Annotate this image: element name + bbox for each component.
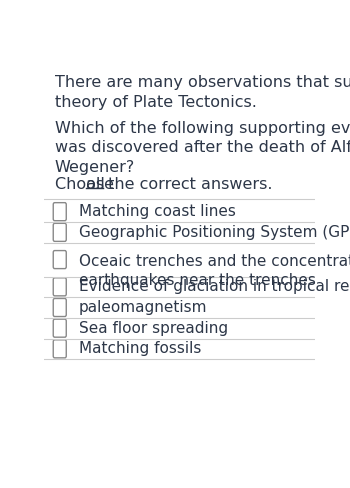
Text: Matching fossils: Matching fossils xyxy=(79,341,201,356)
Text: There are many observations that support the
theory of Plate Tectonics.: There are many observations that support… xyxy=(55,76,350,110)
Text: Geographic Positioning System (GPS): Geographic Positioning System (GPS) xyxy=(79,225,350,240)
Text: Which of the following supporting evidence
was discovered after the death of Alf: Which of the following supporting eviden… xyxy=(55,121,350,175)
Text: Evidence of glaciation in tropical regions: Evidence of glaciation in tropical regio… xyxy=(79,279,350,294)
Text: Matching coast lines: Matching coast lines xyxy=(79,204,236,219)
Text: Sea floor spreading: Sea floor spreading xyxy=(79,321,228,336)
Text: Oceaic trenches and the concentration of deep
earthquakes near the trenches: Oceaic trenches and the concentration of… xyxy=(79,253,350,288)
Text: all: all xyxy=(86,177,105,192)
Text: Choose: Choose xyxy=(55,177,119,192)
Text: paleomagnetism: paleomagnetism xyxy=(79,300,208,315)
Text: the correct answers.: the correct answers. xyxy=(103,177,272,192)
